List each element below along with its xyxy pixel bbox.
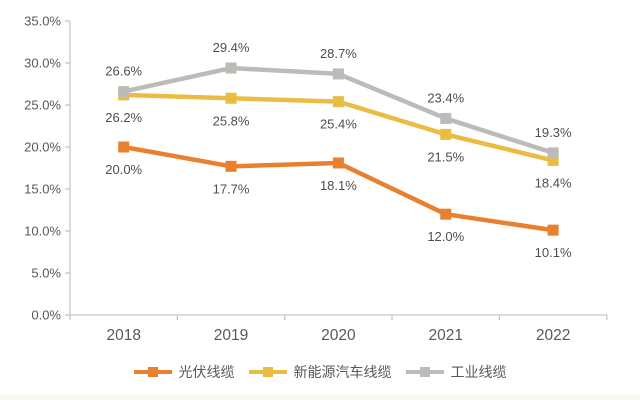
legend: 光伏线缆 新能源汽车线缆 工业线缆 — [0, 358, 640, 386]
series-nev-cable-data-label: 21.5% — [427, 149, 464, 164]
legend-square — [147, 367, 158, 377]
series-pv-cable-data-label: 20.0% — [105, 162, 142, 177]
series-industrial-cable-line — [121, 65, 556, 156]
legend-square — [419, 367, 430, 377]
series-industrial-cable-data-label: 26.6% — [105, 64, 142, 79]
x-tick-label: 2022 — [536, 327, 570, 344]
x-tick-label: 2020 — [321, 327, 356, 344]
legend-label: 光伏线缆 — [178, 364, 235, 380]
series-industrial-cable-data-label: 28.7% — [320, 46, 357, 61]
series-pv-cable-data-label: 17.7% — [213, 181, 250, 196]
series-nev-cable-marker — [332, 96, 344, 108]
bottom-edge-strip — [0, 394, 640, 400]
legend-item-nev-cable: 新能源汽车线缆 — [248, 364, 392, 380]
series-pv-cable-data-label: 12.0% — [427, 229, 464, 244]
series-industrial-cable-data-label: 23.4% — [427, 90, 464, 105]
x-tick-label: 2021 — [429, 327, 463, 344]
series-pv-cable-marker — [225, 160, 237, 172]
y-tick-label: 15.0% — [24, 182, 61, 197]
legend-line-marker-icon — [405, 366, 444, 378]
series-nev-cable-data-label: 26.2% — [105, 110, 142, 125]
series-pv-cable-marker — [118, 141, 130, 153]
y-tick-label: 35.0% — [24, 14, 61, 29]
y-tick-label: 20.0% — [24, 140, 61, 155]
x-tick-label: 2019 — [214, 327, 248, 344]
series-industrial-cable-marker — [118, 86, 130, 98]
y-tick-label: 30.0% — [24, 56, 61, 71]
x-tick-label: 2018 — [106, 327, 140, 344]
legend-line-marker-icon — [248, 366, 287, 378]
legend-item-pv-cable: 光伏线缆 — [133, 364, 235, 380]
series-pv-cable-marker — [440, 208, 452, 220]
y-tick-label: 5.0% — [31, 266, 61, 281]
legend-square — [262, 367, 273, 377]
series-industrial-cable-marker — [440, 112, 452, 124]
series-pv-cable-data-label: 18.1% — [320, 178, 357, 193]
legend-label: 工业线缆 — [450, 364, 507, 380]
series-pv-cable-marker — [332, 157, 344, 169]
series-nev-cable-data-label: 18.4% — [535, 175, 572, 190]
legend-label: 新能源汽车线缆 — [293, 364, 392, 380]
series-industrial-cable-marker — [225, 62, 237, 74]
series-nev-cable-data-label: 25.4% — [320, 117, 357, 132]
series-industrial-cable-marker — [332, 68, 344, 80]
series-nev-cable-data-label: 25.8% — [213, 113, 250, 128]
series-pv-cable-marker — [547, 224, 559, 236]
y-tick-label: 0.0% — [31, 308, 61, 323]
series-nev-cable-marker — [440, 128, 452, 140]
series-industrial-cable-data-label: 19.3% — [535, 125, 572, 140]
y-tick-label: 25.0% — [24, 98, 61, 113]
series-industrial-cable-marker — [547, 147, 559, 159]
series-nev-cable-marker — [225, 92, 237, 104]
y-tick-label: 10.0% — [24, 224, 61, 239]
series-nev-cable-marker — [547, 154, 559, 166]
series-industrial-cable-data-label: 29.4% — [213, 40, 250, 55]
legend-line-marker-icon — [133, 366, 172, 378]
legend-item-industrial-cable: 工业线缆 — [405, 364, 507, 380]
series-pv-cable-data-label: 10.1% — [535, 245, 572, 260]
